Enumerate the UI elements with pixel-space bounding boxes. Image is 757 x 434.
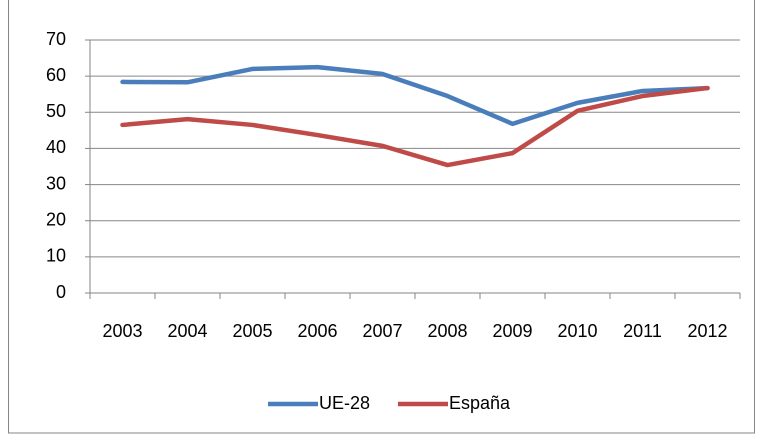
- data-line: [120, 64, 710, 127]
- y-tick-label: 60: [46, 65, 66, 85]
- x-tick-label: 2011: [623, 321, 662, 341]
- legend-label: España: [449, 393, 511, 413]
- x-tick-label: 2010: [557, 321, 597, 341]
- y-tick-label: 30: [46, 173, 66, 193]
- x-tick-label: 2008: [427, 321, 467, 341]
- x-tick-label: 2012: [687, 321, 727, 341]
- x-tick-label: 2009: [492, 321, 532, 341]
- y-tick-label: 20: [46, 209, 66, 229]
- x-tick-label: 2004: [167, 321, 207, 341]
- y-tick-label: 10: [46, 246, 66, 266]
- legend-label: UE-28: [319, 393, 370, 413]
- y-tick-label: 0: [56, 282, 66, 302]
- x-tick-label: 2003: [102, 321, 142, 341]
- x-tick-label: 2007: [362, 321, 402, 341]
- x-tick-label: 2006: [297, 321, 337, 341]
- y-tick-label: 40: [46, 137, 66, 157]
- data-line: [120, 85, 710, 168]
- chart-frame: [8, 0, 755, 434]
- x-tick-label: 2005: [232, 321, 272, 341]
- y-tick-label: 70: [46, 29, 66, 49]
- y-tick-label: 50: [46, 101, 66, 121]
